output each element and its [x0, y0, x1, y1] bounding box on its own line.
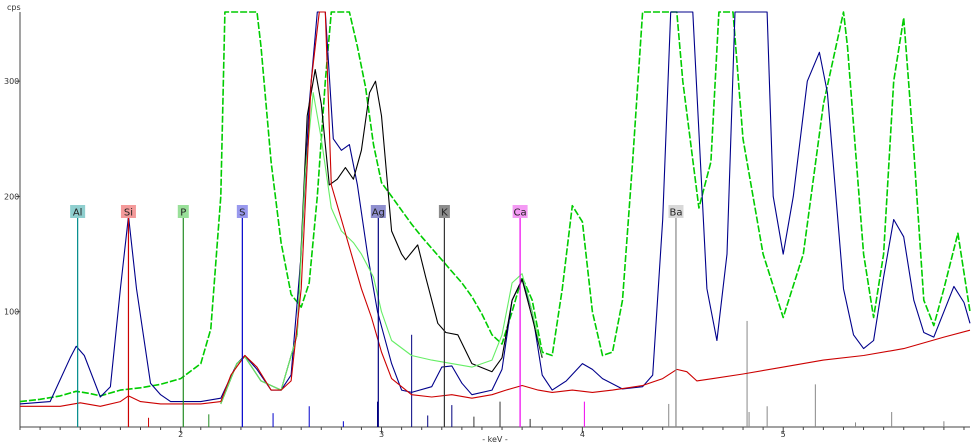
element-marker-box	[70, 205, 86, 218]
element-marker-p: P	[177, 205, 189, 427]
spectrum-line-2	[19, 11, 971, 405]
element-marker-box	[512, 205, 528, 218]
x-ticks: 2 3 4 5	[19, 427, 965, 439]
y-tick-label: 200	[4, 192, 19, 201]
element-marker-label: K	[441, 208, 448, 219]
element-marker-box	[236, 205, 248, 218]
element-marker-s: S	[236, 205, 248, 427]
element-marker-ca: Ca	[512, 205, 528, 427]
y-axis-label: cps	[7, 3, 21, 12]
y-ticks: 100 200 300	[4, 77, 20, 317]
element-marker-al: Al	[70, 205, 86, 427]
element-marker-k: K	[438, 205, 450, 427]
element-marker-label: Ag	[372, 208, 385, 219]
reference-lines	[148, 320, 945, 427]
x-tick-label: 2	[178, 430, 183, 439]
element-marker-box	[370, 205, 386, 218]
element-marker-label: P	[180, 208, 186, 219]
element-markers: Al Si P S Ag K Ca Ba	[70, 205, 684, 427]
x-axis-label: - keV -	[482, 435, 508, 444]
spectrum-line-1	[19, 11, 971, 403]
y-tick-label: 100	[4, 308, 19, 317]
y-tick-label: 300	[4, 77, 19, 86]
element-marker-box	[438, 205, 450, 218]
element-marker-ba: Ba	[668, 205, 684, 427]
element-marker-label: Si	[124, 208, 133, 219]
spectrum-series	[19, 11, 971, 407]
element-marker-label: S	[239, 208, 245, 219]
element-marker-si: Si	[120, 205, 136, 427]
spectrum-line-5	[20, 11, 971, 407]
x-tick-label: 4	[580, 430, 585, 439]
x-tick-label: 3	[379, 430, 384, 439]
element-marker-box	[177, 205, 189, 218]
element-marker-box	[668, 205, 684, 218]
element-marker-ag: Ag	[370, 205, 386, 427]
element-marker-box	[120, 205, 136, 218]
element-marker-label: Al	[73, 208, 83, 219]
element-marker-label: Ba	[669, 208, 682, 219]
element-marker-label: Ca	[514, 208, 527, 219]
x-tick-label: 5	[781, 430, 786, 439]
spectrum-line-4	[220, 92, 543, 405]
